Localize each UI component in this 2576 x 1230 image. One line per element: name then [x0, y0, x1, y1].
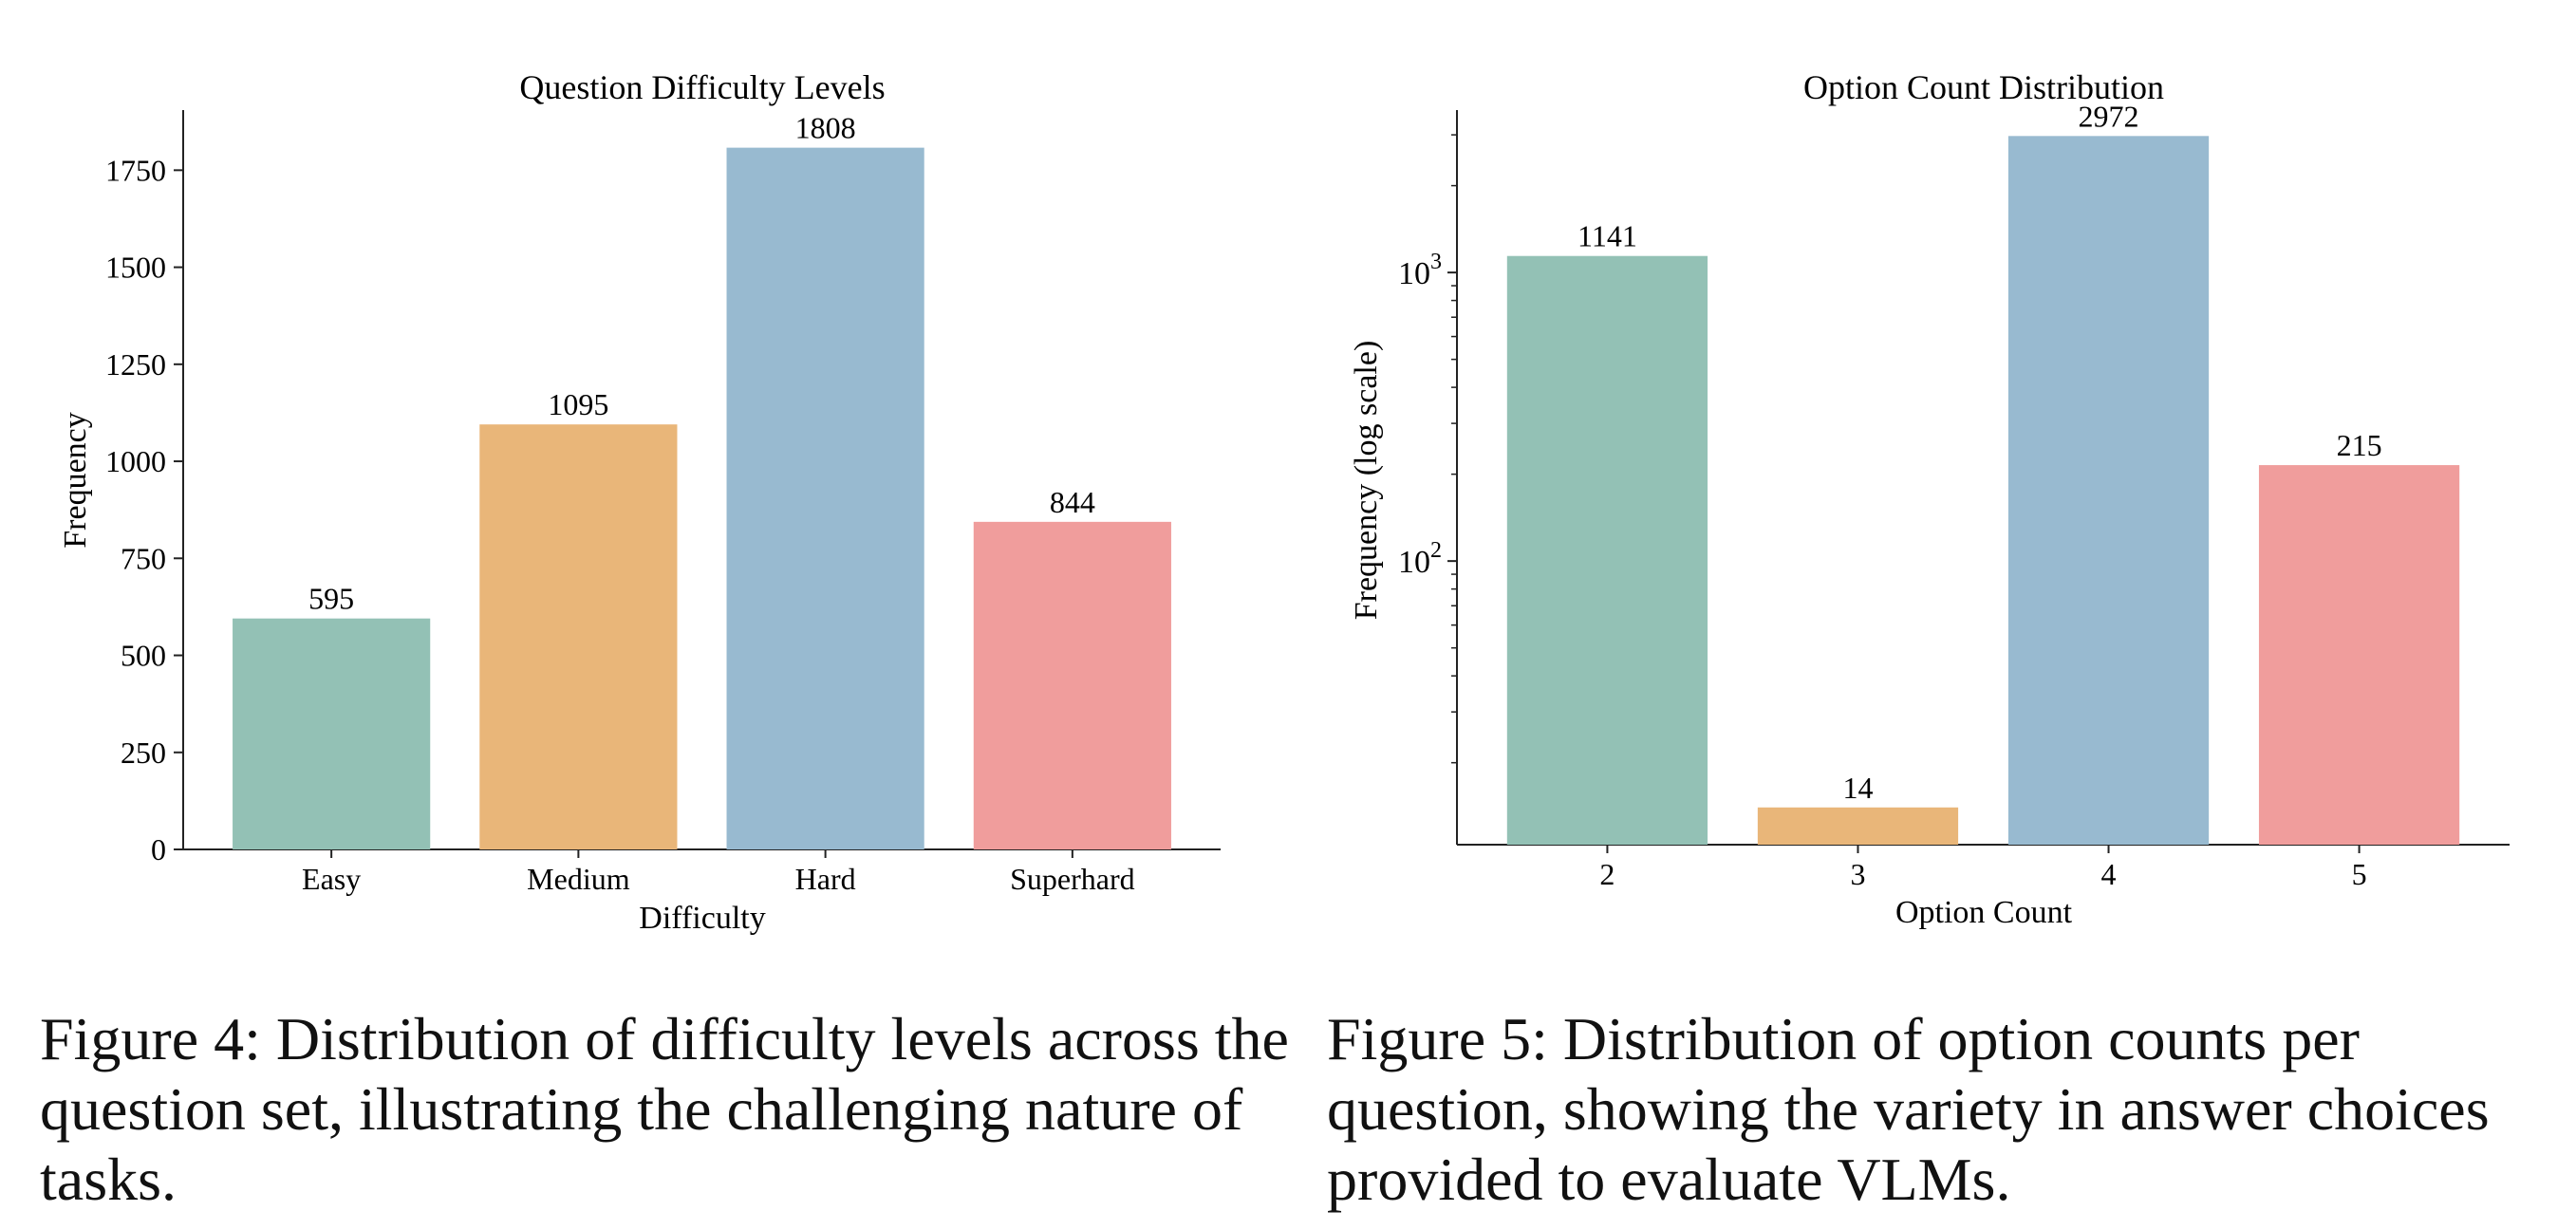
x-tick-label: Superhard	[1010, 862, 1135, 896]
figure-4-caption: Figure 4: Distribution of difficulty lev…	[40, 1005, 1289, 1213]
x-tick-label: Medium	[527, 862, 630, 896]
chart-title: Question Difficulty Levels	[519, 68, 885, 106]
y-tick-label: 1250	[105, 347, 166, 382]
chart-title: Option Count Distribution	[1803, 68, 2164, 106]
data-label: 14	[1842, 771, 1873, 805]
bar-4	[2007, 136, 2210, 845]
x-axis-label: Difficulty	[639, 901, 765, 936]
data-label: 2972	[2079, 99, 2139, 133]
figure-5-caption: Figure 5: Distribution of option counts …	[1327, 1005, 2490, 1213]
x-tick-label: 3	[1850, 857, 1865, 891]
data-label: 595	[308, 582, 354, 616]
option-count-chart: Option Count Distribution Option Count F…	[1349, 68, 2510, 930]
x-tick-label: Easy	[302, 862, 361, 896]
x-tick-label: 5	[2352, 857, 2367, 891]
y-tick-label: 103	[1398, 250, 1442, 291]
data-label: 844	[1050, 485, 1095, 519]
y-tick-label: 102	[1398, 538, 1442, 580]
data-label: 1808	[795, 111, 856, 145]
bar-medium	[479, 424, 678, 849]
x-axis-label: Option Count	[1895, 895, 2073, 930]
y-axis-label: Frequency	[58, 412, 93, 549]
bar-5	[2258, 465, 2460, 845]
y-tick-label: 250	[121, 736, 166, 770]
bar-easy	[233, 618, 431, 849]
bar-superhard	[973, 521, 1171, 849]
bar-2	[1506, 255, 1708, 845]
difficulty-chart: Question Difficulty Levels Difficulty Fr…	[58, 68, 1221, 936]
x-tick-label: 2	[1599, 857, 1615, 891]
y-tick-label: 500	[121, 639, 166, 673]
bar-3	[1757, 807, 1959, 845]
bar-hard	[726, 147, 924, 849]
data-label: 1141	[1577, 219, 1637, 253]
x-tick-label: 4	[2101, 857, 2117, 891]
y-tick-label: 1500	[105, 251, 166, 285]
y-axis-label: Frequency (log scale)	[1349, 341, 1384, 621]
data-label: 215	[2337, 428, 2382, 462]
y-tick-label: 1000	[105, 444, 166, 478]
y-tick-label: 750	[121, 541, 166, 575]
data-label: 1095	[548, 387, 608, 421]
y-tick-label: 0	[151, 832, 166, 867]
y-tick-label: 1750	[105, 153, 166, 187]
x-tick-label: Hard	[795, 862, 856, 896]
